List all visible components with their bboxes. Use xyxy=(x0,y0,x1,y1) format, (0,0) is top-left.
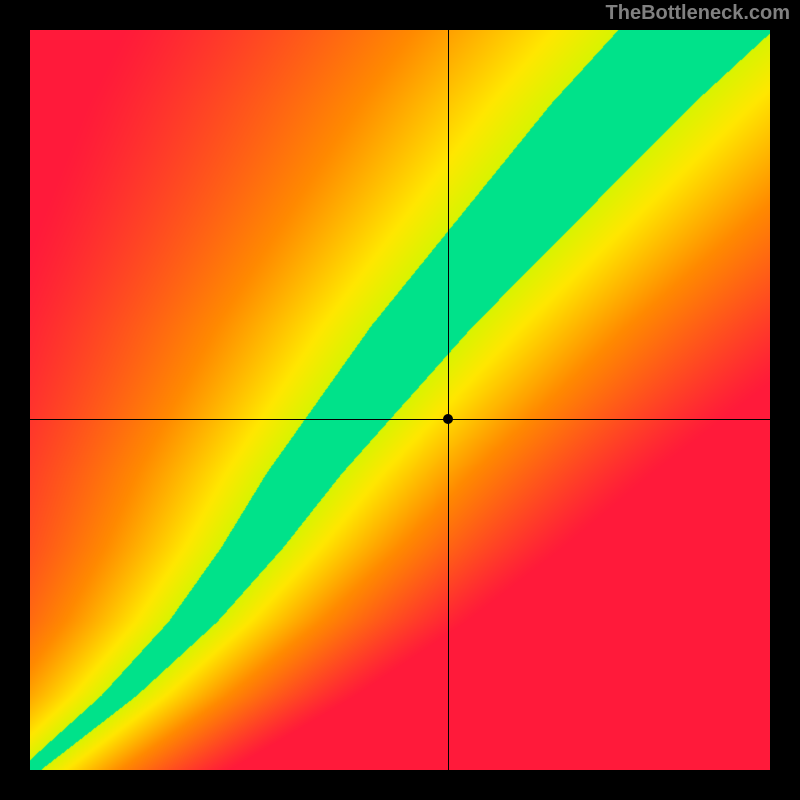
heatmap-canvas xyxy=(30,30,770,770)
chart-container: TheBottleneck.com xyxy=(0,0,800,800)
crosshair-horizontal xyxy=(30,419,770,420)
watermark-text: TheBottleneck.com xyxy=(606,2,790,25)
crosshair-marker xyxy=(443,414,453,424)
crosshair-vertical xyxy=(448,30,449,770)
plot-area xyxy=(30,30,770,770)
